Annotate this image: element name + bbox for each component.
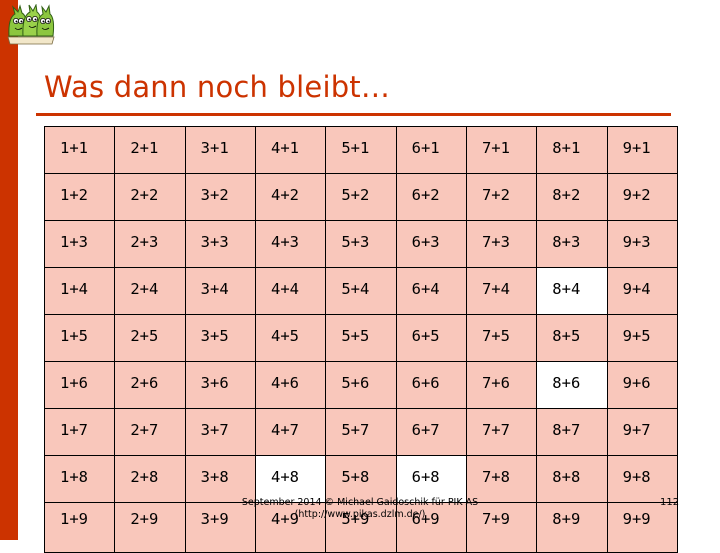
footer-url: (http://www.pikas.dzlm.de/) <box>294 509 426 520</box>
table-row: 1+1 2+1 3+1 4+1 5+1 6+1 7+1 8+1 9+1 <box>43 126 679 174</box>
table-cell: 8+8 <box>536 455 608 503</box>
table-cell: 2+9 <box>114 502 186 553</box>
table-cell: 3+1 <box>184 126 256 174</box>
table-cell: 9+7 <box>606 408 679 456</box>
left-accent-bar <box>0 0 18 540</box>
table-cell: 4+3 <box>254 220 327 268</box>
table-cell: 6+1 <box>395 126 467 174</box>
table-cell: 9+9 <box>606 502 679 553</box>
table-cell: 5+3 <box>325 220 397 268</box>
table-cell: 2+1 <box>114 126 186 174</box>
table-cell: 6+8 <box>395 455 467 503</box>
table-cell: 3+8 <box>184 455 256 503</box>
table-row: 1+4 2+4 3+4 4+4 5+4 6+4 7+4 8+4 9+4 <box>43 267 679 315</box>
table-cell: 1+9 <box>43 502 116 553</box>
dragon-mascots-logo-icon <box>6 3 56 46</box>
table-cell: 2+4 <box>114 267 186 315</box>
table-row: 1+6 2+6 3+6 4+6 5+6 6+6 7+6 8+6 9+6 <box>43 361 679 409</box>
addition-table: 1+1 2+1 3+1 4+1 5+1 6+1 7+1 8+1 9+1 1+2 2+2 3+2 4+2 5… <box>43 126 679 553</box>
table-cell: 6+4 <box>395 267 467 315</box>
table-cell: 1+5 <box>43 314 116 362</box>
table-cell: 2+6 <box>114 361 186 409</box>
table-cell: 4+7 <box>254 408 327 456</box>
table-cell: 9+5 <box>606 314 679 362</box>
table-row: 1+7 2+7 3+7 4+7 5+7 6+7 7+7 8+7 9+7 <box>43 408 679 456</box>
table-cell: 9+4 <box>606 267 679 315</box>
table-cell: 1+6 <box>43 361 116 409</box>
table-cell: 5+5 <box>325 314 397 362</box>
footer-credit: September 2014 © Michael Gaidoschik für … <box>200 497 520 521</box>
table-cell: 5+8 <box>325 455 397 503</box>
table-cell: 4+8 <box>254 455 327 503</box>
table-cell: 4+4 <box>254 267 327 315</box>
table-cell: 1+2 <box>43 173 116 221</box>
table-cell: 8+6 <box>536 361 608 409</box>
table-cell: 3+4 <box>184 267 256 315</box>
table-cell: 3+5 <box>184 314 256 362</box>
table-cell: 9+3 <box>606 220 679 268</box>
table-cell: 6+5 <box>395 314 467 362</box>
table-cell: 8+3 <box>536 220 608 268</box>
table-cell: 9+6 <box>606 361 679 409</box>
table-cell: 7+7 <box>465 408 538 456</box>
table-cell: 7+3 <box>465 220 538 268</box>
table-cell: 3+6 <box>184 361 256 409</box>
table-cell: 5+6 <box>325 361 397 409</box>
table-cell: 9+1 <box>606 126 679 174</box>
table-cell: 6+6 <box>395 361 467 409</box>
table-cell: 8+2 <box>536 173 608 221</box>
table-cell: 7+6 <box>465 361 538 409</box>
table-cell: 1+8 <box>43 455 116 503</box>
table-cell: 8+1 <box>536 126 608 174</box>
table-cell: 7+4 <box>465 267 538 315</box>
table-cell: 7+1 <box>465 126 538 174</box>
slide-title: Was dann noch bleibt… <box>44 70 391 104</box>
table-cell: 3+2 <box>184 173 256 221</box>
table-row: 1+3 2+3 3+3 4+3 5+3 6+3 7+3 8+3 9+3 <box>43 220 679 268</box>
table-cell: 2+3 <box>114 220 186 268</box>
table-cell: 3+3 <box>184 220 256 268</box>
title-underline <box>36 113 671 116</box>
table-cell: 5+2 <box>325 173 397 221</box>
table-cell: 2+7 <box>114 408 186 456</box>
table-cell: 8+4 <box>536 267 608 315</box>
table-cell: 7+2 <box>465 173 538 221</box>
table-cell: 9+8 <box>606 455 679 503</box>
table-cell: 4+6 <box>254 361 327 409</box>
table-cell: 2+2 <box>114 173 186 221</box>
table-cell: 3+7 <box>184 408 256 456</box>
table-cell: 6+3 <box>395 220 467 268</box>
table-cell: 1+4 <box>43 267 116 315</box>
table-row: 1+2 2+2 3+2 4+2 5+2 6+2 7+2 8+2 9+2 <box>43 173 679 221</box>
table-cell: 7+8 <box>465 455 538 503</box>
table-cell: 9+2 <box>606 173 679 221</box>
table-cell: 7+5 <box>465 314 538 362</box>
table-row: 1+5 2+5 3+5 4+5 5+5 6+5 7+5 8+5 9+5 <box>43 314 679 362</box>
table-cell: 8+9 <box>536 502 608 553</box>
table-cell: 2+5 <box>114 314 186 362</box>
table-cell: 8+5 <box>536 314 608 362</box>
table-cell: 1+3 <box>43 220 116 268</box>
table-cell: 1+1 <box>43 126 116 174</box>
table-cell: 6+7 <box>395 408 467 456</box>
table-cell: 6+2 <box>395 173 467 221</box>
table-cell: 5+4 <box>325 267 397 315</box>
table-row: 1+8 2+8 3+8 4+8 5+8 6+8 7+8 8+8 9+8 <box>43 455 679 503</box>
page-number: 112 <box>660 497 680 508</box>
table-cell: 4+1 <box>254 126 327 174</box>
table-cell: 4+5 <box>254 314 327 362</box>
table-cell: 2+8 <box>114 455 186 503</box>
table-cell: 4+2 <box>254 173 327 221</box>
footer-text: September 2014 © Michael Gaidoschik für … <box>241 497 479 508</box>
table-cell: 1+7 <box>43 408 116 456</box>
table-cell: 8+7 <box>536 408 608 456</box>
table-cell: 5+1 <box>325 126 397 174</box>
table-cell: 5+7 <box>325 408 397 456</box>
